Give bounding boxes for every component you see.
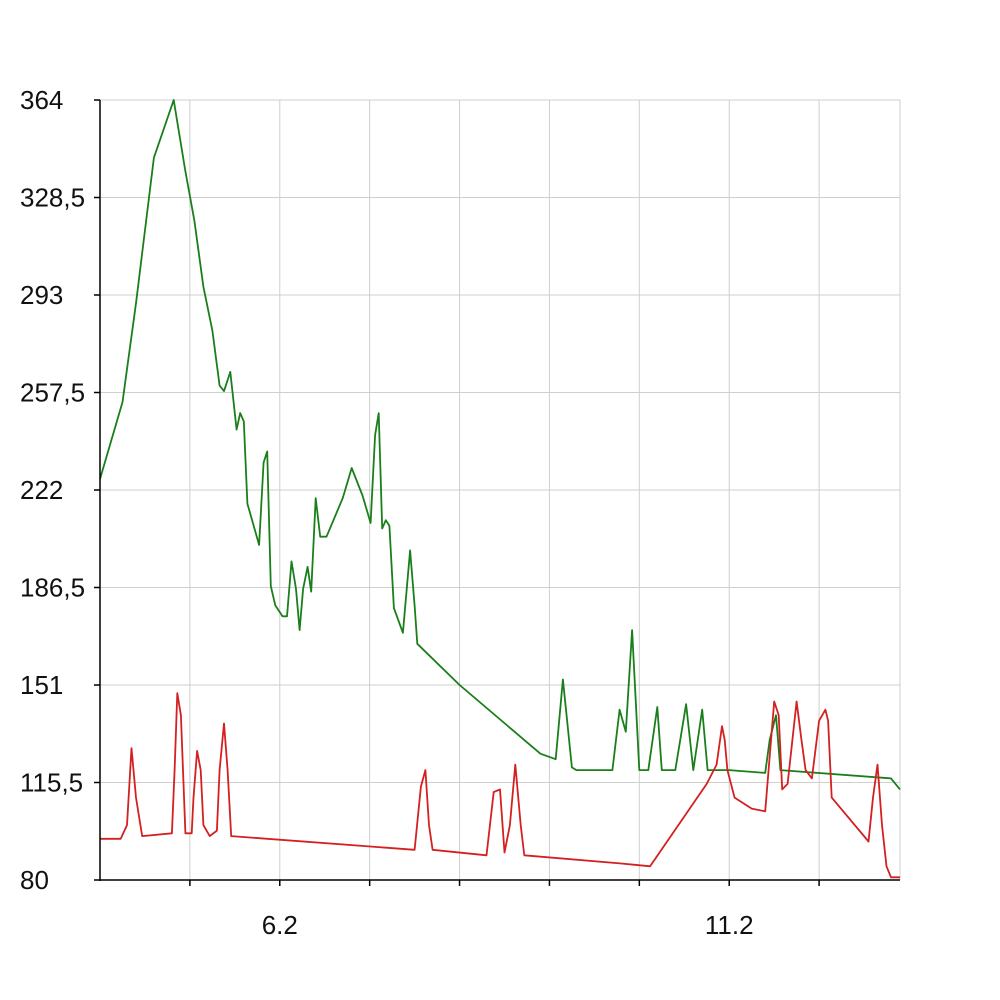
y-tick-label: 293	[20, 280, 63, 310]
series-line-2	[100, 692, 900, 879]
tick-labels: 80 115,5 151 186,5 222 257,5 293 328,5 364 6.2 11.…	[20, 85, 754, 940]
x-tick-label: 11.2	[705, 910, 754, 940]
axes	[94, 99, 900, 886]
y-tick-label: 151	[20, 670, 63, 700]
y-tick-label: 328,5	[20, 183, 85, 213]
series-layer	[99, 99, 901, 879]
y-tick-label: 115,5	[20, 768, 83, 798]
y-tick-label: 80	[20, 865, 49, 895]
series-line-1	[99, 99, 901, 790]
y-tick-label: 222	[20, 475, 63, 505]
x-tick-label: 6.2	[262, 910, 298, 940]
y-tick-label: 186,5	[20, 573, 85, 603]
y-tick-label: 364	[20, 85, 63, 115]
y-tick-label: 257,5	[20, 378, 85, 408]
